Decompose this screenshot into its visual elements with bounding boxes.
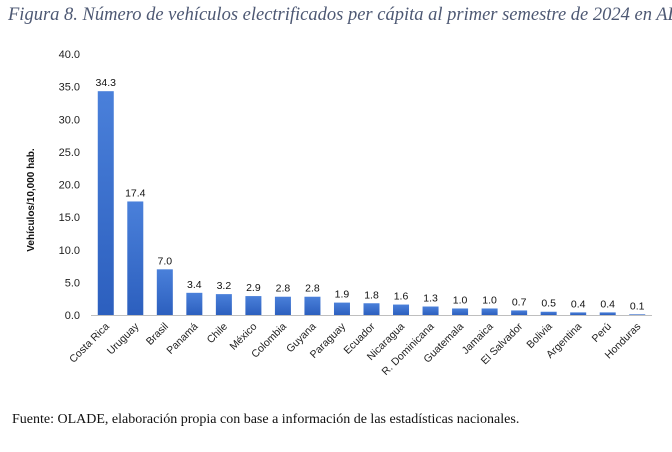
y-tick-label: 15.0: [59, 212, 80, 224]
y-tick-label: 20.0: [59, 180, 80, 192]
y-tick-label: 35.0: [59, 82, 80, 94]
data-label: 0.5: [541, 298, 556, 310]
data-label: 1.8: [364, 289, 379, 301]
bar-uruguay: [127, 201, 144, 315]
bar-guyana: [304, 296, 321, 315]
y-tick-label: 5.0: [65, 277, 80, 289]
x-category-label: Uruguay: [105, 320, 142, 357]
data-label: 2.8: [276, 283, 291, 295]
data-label: 7.0: [158, 255, 173, 267]
bar-guatemala: [452, 308, 469, 315]
y-tick-label: 10.0: [59, 245, 80, 257]
data-label: 17.4: [125, 187, 146, 199]
bar-r-dominicana: [422, 306, 439, 315]
bar-panam-: [186, 292, 203, 315]
data-label: 0.1: [630, 300, 645, 312]
bar-chile: [215, 294, 232, 315]
figure-title: Figura 8. Número de vehículos electrific…: [8, 5, 672, 25]
y-tick-label: 40.0: [59, 49, 80, 61]
y-tick-label: 30.0: [59, 114, 80, 126]
x-category-label: Chile: [205, 321, 231, 347]
bar-colombia: [274, 296, 291, 315]
bar-paraguay: [333, 302, 350, 315]
data-label: 3.2: [217, 280, 232, 292]
bar-chart: Vehículos/10,000 hab. 0.0 5.0 10.0 15.0 20.0…: [26, 49, 652, 378]
data-label: 3.4: [187, 279, 202, 291]
data-label: 34.3: [96, 77, 117, 89]
bar-costa-rica: [97, 91, 114, 315]
x-category-label: Perú: [590, 321, 614, 345]
data-label: 0.4: [571, 298, 586, 310]
bar-m-xico: [245, 296, 262, 315]
y-tick-label: 25.0: [59, 147, 80, 159]
bar-honduras: [629, 314, 646, 315]
source-note: Fuente: OLADE, elaboración propia con ba…: [12, 412, 520, 427]
bar-jamaica: [481, 308, 498, 315]
data-label: 1.3: [423, 293, 438, 305]
y-axis-label: Vehículos/10,000 hab.: [26, 148, 37, 252]
data-label: 0.4: [600, 298, 615, 310]
bar-bolivia: [540, 311, 557, 315]
data-label: 1.0: [482, 294, 497, 306]
data-label: 2.8: [305, 283, 320, 295]
bar-nicaragua: [393, 304, 410, 315]
data-label: 1.9: [335, 289, 350, 301]
x-category-label: Brasil: [144, 321, 171, 348]
y-tick-label: 0.0: [65, 310, 80, 322]
bar-brasil: [156, 269, 173, 315]
data-label: 1.6: [394, 291, 409, 303]
data-label: 1.0: [453, 294, 468, 306]
bar-per-: [599, 312, 616, 315]
data-label: 0.7: [512, 296, 527, 308]
x-category-label: Panamá: [164, 321, 200, 357]
bar-argentina: [570, 312, 587, 315]
x-category-label: Costa Rica: [67, 321, 112, 366]
bar-ecuador: [363, 303, 380, 315]
bar-el-salvador: [511, 310, 528, 315]
data-label: 2.9: [246, 282, 261, 294]
